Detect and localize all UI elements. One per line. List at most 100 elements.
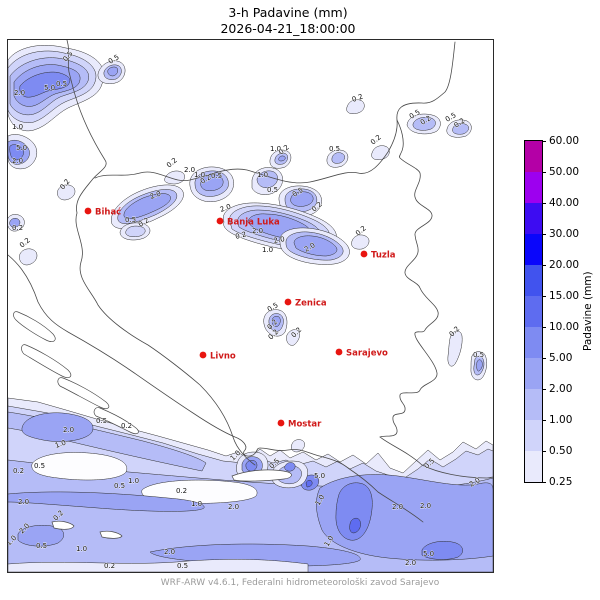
contour-label: 0.5 bbox=[125, 216, 136, 224]
city-label: Livno bbox=[210, 352, 236, 362]
colorbar-tick-label: 50.00 bbox=[549, 166, 580, 178]
colorbar-segment bbox=[525, 389, 542, 420]
city-banjaluka: Banja Luka bbox=[216, 217, 280, 228]
city-tuzla: Tuzla bbox=[360, 250, 396, 261]
city-marker-dot bbox=[199, 351, 207, 359]
colorbar-tick-label: 5.00 bbox=[549, 352, 573, 364]
colorbar-tick-label: 1.00 bbox=[549, 414, 573, 426]
city-marker-dot bbox=[284, 298, 292, 306]
contour-label: 1.0 bbox=[76, 545, 87, 553]
colorbar-tick-mark bbox=[543, 296, 546, 297]
contour-label: 1.0 bbox=[262, 246, 273, 254]
plot-title-line2: 2026-04-21_18:00:00 bbox=[220, 21, 356, 36]
colorbar-tick-mark bbox=[543, 358, 546, 359]
contour-label: 0.2 bbox=[12, 224, 23, 232]
contour-labels: 0.55.0 0.52.01.05.02.00.50.20.20.22.00.5 0… bbox=[8, 49, 484, 570]
city-marker-dot bbox=[277, 419, 285, 427]
colorbar-segment bbox=[525, 358, 542, 389]
contour-label: 2.0 bbox=[14, 89, 25, 97]
colorbar-ticks: 60.00 50.00 40.00 30.00 20.00 15.00 10.00 5.00 2… bbox=[543, 135, 599, 488]
contour-label: 0.2 bbox=[369, 133, 383, 146]
colorbar-segment bbox=[525, 141, 542, 172]
city-label: Tuzla bbox=[371, 251, 396, 261]
colorbar-tick-label: 15.00 bbox=[549, 290, 580, 302]
contour-label: 0.5 bbox=[114, 482, 125, 490]
colorbar-tick-mark bbox=[543, 234, 546, 235]
colorbar-tick-mark bbox=[543, 389, 546, 390]
city-zenica: Zenica bbox=[284, 298, 327, 309]
city-marker-dot bbox=[216, 217, 224, 225]
contour-label: 2.0 bbox=[273, 235, 285, 245]
contour-label: 1.0 bbox=[257, 171, 268, 179]
contour-label: 0.2 bbox=[18, 236, 32, 249]
contour-label: 1.0 bbox=[191, 500, 202, 508]
contour-label: 0.5 bbox=[96, 417, 107, 425]
precipitation-map: 0.55.0 0.52.01.05.02.00.50.20.20.22.00.5 0… bbox=[8, 40, 493, 572]
contour-label: 5.0 bbox=[44, 84, 55, 92]
contour-label: 5.0 bbox=[314, 472, 325, 480]
contour-label: 0.2 bbox=[121, 422, 132, 430]
contour-label: 0.5 bbox=[177, 562, 188, 570]
city-label: Bihać bbox=[95, 207, 121, 218]
colorbar: 60.00 50.00 40.00 30.00 20.00 15.00 10.00 5.00 2… bbox=[524, 135, 600, 488]
border-north bbox=[94, 41, 456, 184]
contour-label: 0.2 bbox=[165, 156, 179, 169]
city-marker-dot bbox=[335, 348, 343, 356]
contour-label: 2.0 bbox=[420, 502, 431, 510]
colorbar-tick-mark bbox=[543, 482, 546, 483]
colorbar-tick-label: 0.25 bbox=[549, 476, 573, 488]
colorbar-segment bbox=[525, 327, 542, 358]
contour-label: 2.0 bbox=[63, 426, 74, 434]
colorbar-tick-mark bbox=[543, 327, 546, 328]
precip-north-blobs bbox=[8, 45, 487, 381]
city-marker-dot bbox=[360, 250, 368, 258]
country-borders bbox=[8, 40, 493, 523]
colorbar-tick-label: 2.00 bbox=[549, 383, 573, 395]
contour-label: 2.0 bbox=[164, 548, 175, 556]
colorbar-tick-label: 10.00 bbox=[549, 321, 580, 333]
contour-label: 0.2 bbox=[354, 224, 368, 237]
contour-label: 1.0 bbox=[270, 145, 281, 153]
contour-label: 0.5 bbox=[473, 351, 484, 359]
colorbar-tick-mark bbox=[543, 141, 546, 142]
contour-label: 1.0 bbox=[12, 123, 23, 131]
contour-label: 2.0 bbox=[184, 166, 195, 174]
colorbar-segment bbox=[525, 451, 542, 482]
city-label: Sarajevo bbox=[346, 349, 388, 359]
contour-label: 0.2 bbox=[234, 230, 247, 241]
contour-label: 2.0 bbox=[18, 498, 29, 506]
contour-label: 0.5 bbox=[56, 80, 67, 88]
city-sarajevo: Sarajevo bbox=[335, 348, 388, 359]
colorbar-tick-mark bbox=[543, 451, 546, 452]
contour-label: 0.5 bbox=[36, 542, 47, 550]
city-marker-dot bbox=[84, 207, 92, 215]
contour-label: 0.5 bbox=[267, 186, 278, 194]
contour-label: 2.0 bbox=[405, 559, 416, 567]
plot-title: 3-h Padavine (mm) 2026-04-21_18:00:00 bbox=[8, 5, 568, 37]
contour-label: 2.0 bbox=[392, 503, 403, 511]
city-markers: Bihać Banja Luka Tuzla Zenica Livno Sarajevo M… bbox=[84, 207, 396, 430]
contour-label: 1.0 bbox=[8, 534, 18, 548]
city-livno: Livno bbox=[199, 351, 236, 362]
contour-label: 1.0 bbox=[128, 477, 139, 485]
colorbar-segment bbox=[525, 265, 542, 296]
colorbar-tick-mark bbox=[543, 172, 546, 173]
colorbar-segment bbox=[525, 420, 542, 451]
city-label: Banja Luka bbox=[227, 218, 280, 228]
contour-label: 2.0 bbox=[12, 157, 23, 165]
colorbar-segment bbox=[525, 203, 542, 234]
colorbar-segment bbox=[525, 172, 542, 203]
contour-label: 2.0 bbox=[228, 503, 239, 511]
colorbar-tick-mark bbox=[543, 203, 546, 204]
plot-title-line1: 3-h Padavine (mm) bbox=[228, 5, 348, 20]
contour-label: 5.0 bbox=[423, 550, 434, 558]
contour-label: 1.0 bbox=[194, 171, 205, 179]
border-east bbox=[379, 119, 439, 438]
colorbar-tick-label: 40.00 bbox=[549, 197, 580, 209]
city-bihac: Bihać bbox=[84, 207, 121, 218]
contour-label: 0.2 bbox=[13, 467, 24, 475]
colorbar-tick-label: 0.50 bbox=[549, 445, 573, 457]
colorbar-tick-mark bbox=[543, 265, 546, 266]
contour-label: 0.2 bbox=[104, 562, 115, 570]
contour-label: 0.5 bbox=[329, 145, 340, 153]
